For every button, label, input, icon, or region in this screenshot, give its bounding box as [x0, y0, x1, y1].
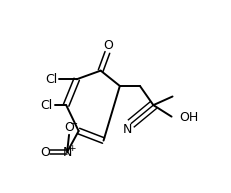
Text: +: + [67, 144, 75, 153]
Text: O: O [103, 39, 113, 52]
Text: OH: OH [179, 111, 198, 124]
Text: −: − [70, 119, 78, 129]
Text: N: N [62, 146, 72, 159]
Text: O: O [64, 121, 74, 134]
Text: Cl: Cl [40, 99, 52, 112]
Text: O: O [40, 146, 50, 159]
Text: Cl: Cl [45, 73, 57, 86]
Text: N: N [122, 123, 131, 135]
